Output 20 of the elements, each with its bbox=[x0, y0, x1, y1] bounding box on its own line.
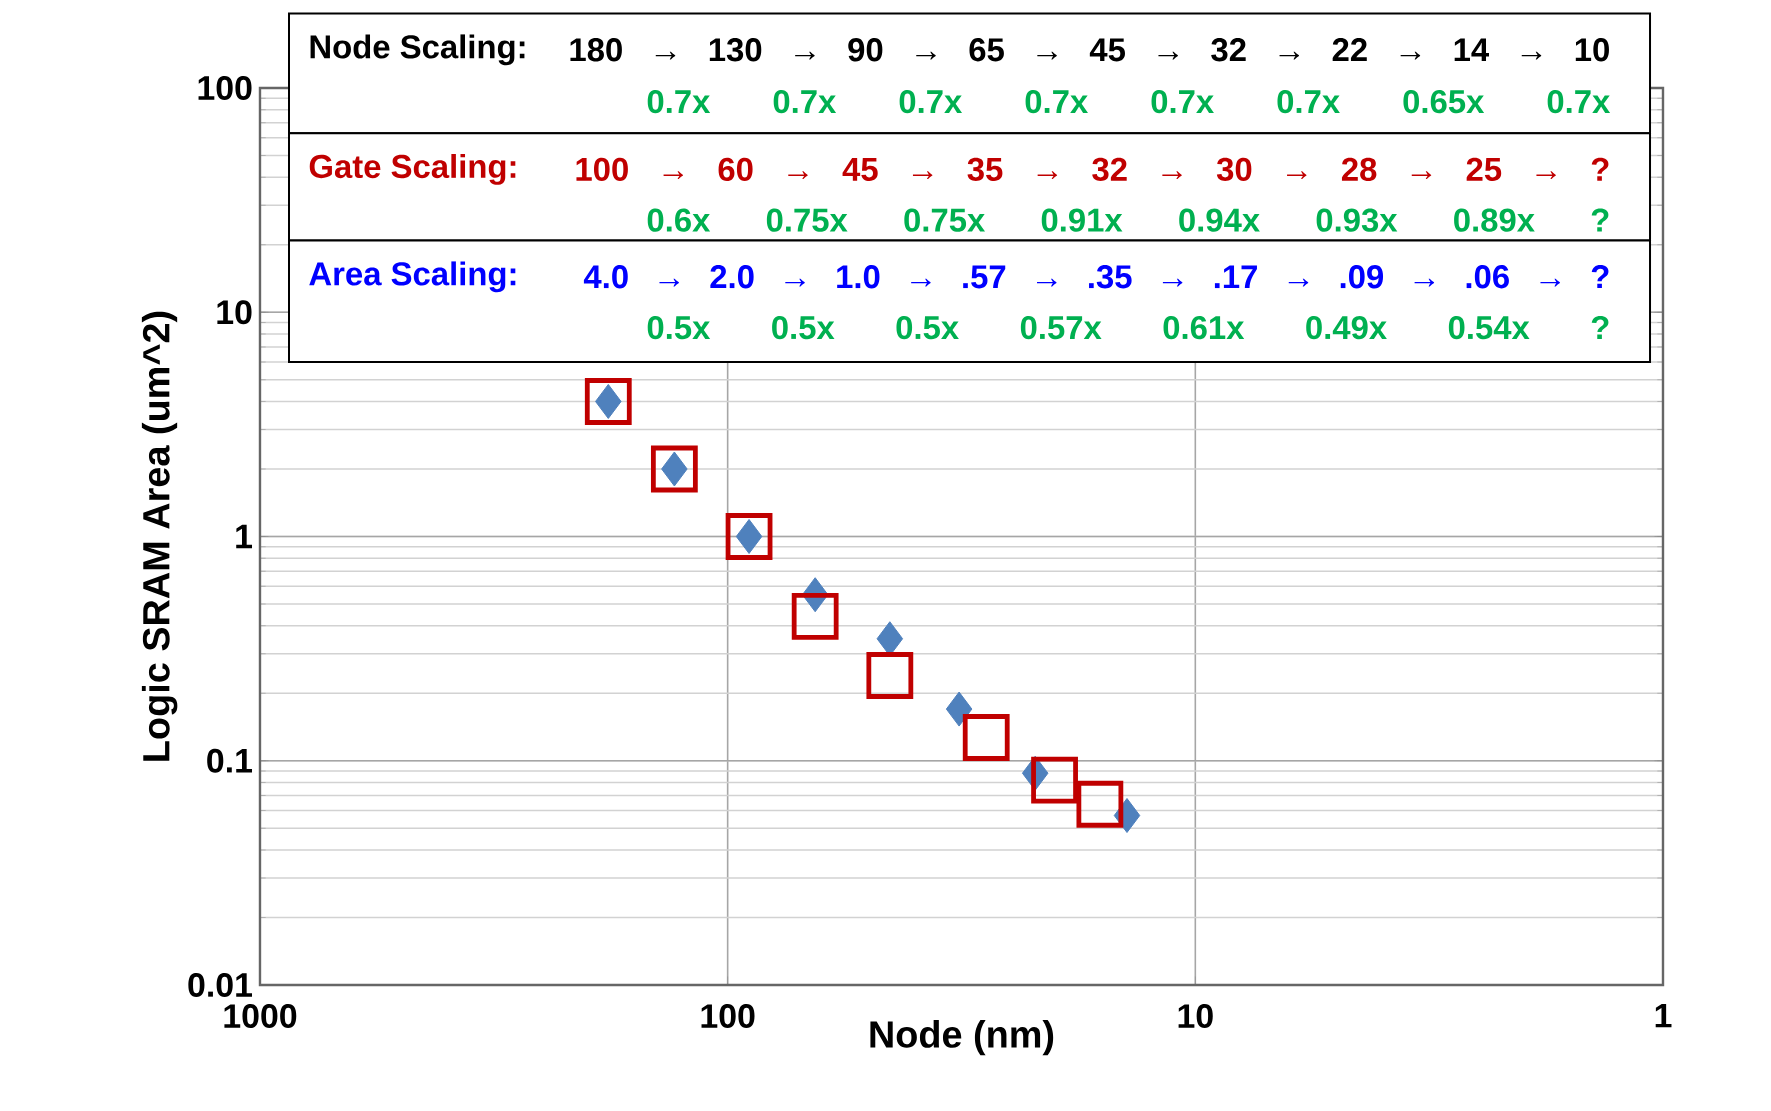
annotation: 0.6x 0.75x 0.75x 0.91x 0.94x 0.93x 0.89x ? bbox=[647, 208, 1609, 232]
y-axis-title: Logic SRAM Area (um^2) bbox=[141, 311, 178, 761]
x-tick-label: 10 bbox=[1178, 1004, 1213, 1029]
annotation: 4.0 → 2.0 → 1.0 → .57 → .35 → .17 → .09 → .06 → ? bbox=[583, 265, 1609, 289]
x-tick-label: 1000 bbox=[224, 1004, 297, 1029]
y-tick-label: 0.01 bbox=[188, 973, 253, 998]
annotation: Gate Scaling: bbox=[309, 154, 516, 185]
annotation: Area Scaling: bbox=[309, 261, 516, 293]
x-axis-title: Node (nm) bbox=[870, 1020, 1054, 1056]
y-tick-label: 1 bbox=[236, 524, 253, 549]
annotation: 0.7x 0.7x 0.7x 0.7x 0.7x 0.7x 0.65x 0.7x bbox=[647, 89, 1611, 114]
text: 180 → 130 → 90 → 65 → 45 → 32 → 22 → 14 → 10 bbox=[570, 38, 1609, 62]
y-tick-label: 100 bbox=[198, 76, 252, 100]
x-tick-label: 1 bbox=[1655, 1004, 1672, 1028]
text: Node Scaling: bbox=[310, 34, 525, 66]
annotation: 100 → 60 → 45 → 35 → 32 → 30 → 28 → 25 → ? bbox=[576, 157, 1609, 182]
y-tick-label: 0.1 bbox=[207, 748, 253, 773]
x-tick-label: 100 bbox=[701, 1004, 755, 1029]
annotation: 0.5x 0.5x 0.5x 0.57x 0.61x 0.49x 0.54x ? bbox=[647, 315, 1609, 340]
y-tick-label: 10 bbox=[217, 300, 252, 325]
